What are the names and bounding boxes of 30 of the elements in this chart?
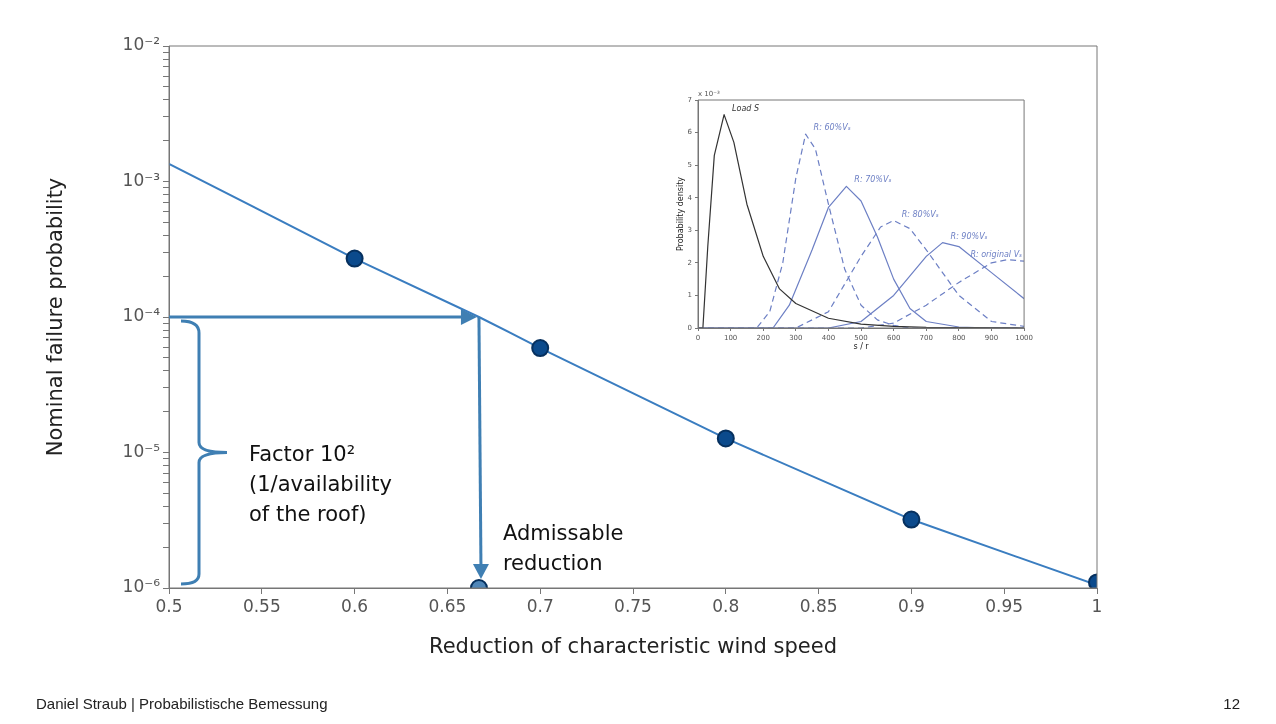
y-tick-label: 10⁻⁵ [122,440,160,461]
series-label: R: 60%Vₛ [813,123,851,133]
y-tick-label: 10⁻² [122,34,160,55]
series-label: R: original Vₛ [970,249,1023,259]
x-tick-label: 0.55 [242,595,281,616]
series-label: R: 80%Vₛ [901,209,939,219]
x-tick-label: 0.8 [712,595,740,616]
series-label: R: 90%Vₛ [950,231,988,241]
y-axis-title: Probability density [675,176,685,252]
y-tick-label: 10⁻⁶ [122,576,161,597]
x-tick-label: 0.7 [526,595,554,616]
x-tick-label: 0.6 [341,595,369,616]
x-tick-label: 0.75 [614,595,652,616]
text: Daniel Straub | Probabilistische Bemessung [36,695,328,712]
series-label: Load S [732,103,760,113]
y-axis-title: Nominal failure probability [43,177,68,457]
x-axis-title: s / r [853,342,870,352]
x-tick-label: 0.65 [428,595,467,616]
y-tick-label: 10⁻⁴ [122,305,161,326]
x-tick-label: 0.85 [799,595,838,616]
x-tick-label: 0.95 [985,595,1024,616]
x-tick-label: 1 [1091,595,1103,616]
series-label: R: 70%Vₛ [854,175,892,185]
x-tick-label: 0.5 [155,595,183,616]
x-axis-title: Reduction of characteristic wind speed [429,633,837,658]
y-tick-label: 10⁻³ [122,169,160,190]
x-tick-label: 0.9 [897,595,925,616]
text: 12 [1223,695,1240,712]
annotation: Factor 10² (1/availability of the roof) [249,441,392,526]
annotation: Admissable reduction [502,521,624,575]
